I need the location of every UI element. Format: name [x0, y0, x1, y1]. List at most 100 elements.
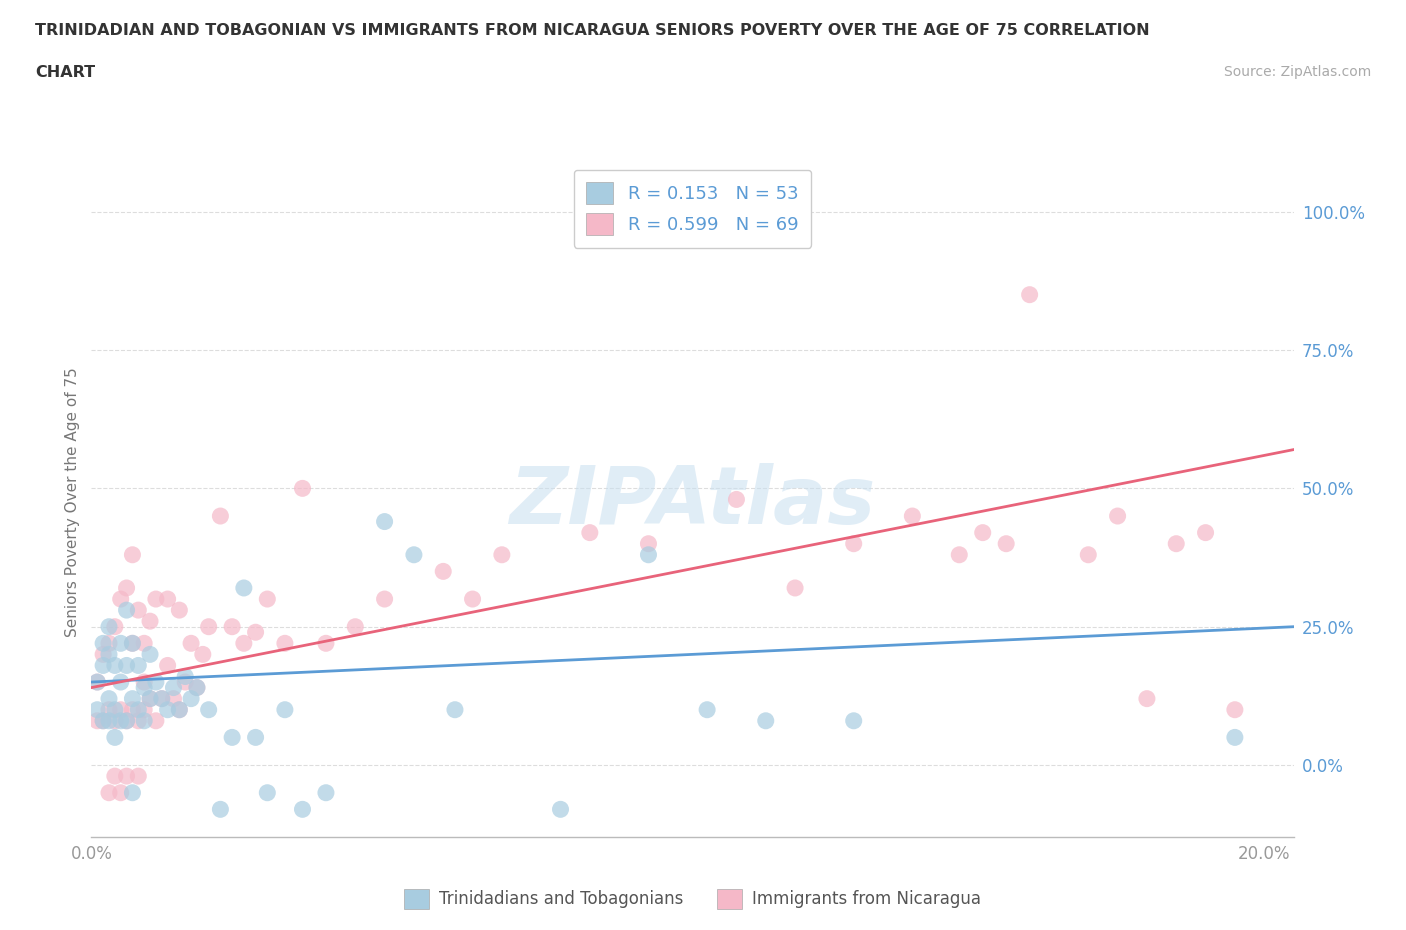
- Point: [121, 636, 143, 651]
- Point: [98, 619, 121, 634]
- Point: [432, 564, 454, 578]
- Point: [842, 713, 865, 728]
- Point: [948, 548, 970, 563]
- Point: [86, 674, 108, 689]
- Point: [274, 702, 297, 717]
- Text: TRINIDADIAN AND TOBAGONIAN VS IMMIGRANTS FROM NICARAGUA SENIORS POVERTY OVER THE: TRINIDADIAN AND TOBAGONIAN VS IMMIGRANTS…: [35, 23, 1150, 38]
- Point: [245, 625, 267, 640]
- Point: [291, 802, 314, 817]
- Point: [374, 591, 396, 606]
- Point: [127, 702, 149, 717]
- Point: [139, 647, 162, 662]
- Point: [842, 537, 865, 551]
- Point: [98, 691, 121, 706]
- Text: Source: ZipAtlas.com: Source: ZipAtlas.com: [1223, 65, 1371, 79]
- Point: [86, 702, 108, 717]
- Point: [145, 674, 167, 689]
- Point: [169, 603, 191, 618]
- Point: [115, 603, 138, 618]
- Point: [232, 580, 254, 595]
- Point: [150, 691, 173, 706]
- Point: [1194, 525, 1216, 540]
- Point: [344, 619, 367, 634]
- Point: [550, 802, 572, 817]
- Point: [169, 702, 191, 717]
- Point: [121, 691, 143, 706]
- Point: [91, 636, 114, 651]
- Point: [156, 591, 179, 606]
- Point: [121, 785, 143, 800]
- Point: [98, 713, 121, 728]
- Point: [1136, 691, 1159, 706]
- Point: [110, 713, 132, 728]
- Legend: Trinidadians and Tobagonians, Immigrants from Nicaragua: Trinidadians and Tobagonians, Immigrants…: [398, 882, 987, 916]
- Point: [127, 603, 149, 618]
- Point: [104, 769, 127, 784]
- Point: [115, 658, 138, 673]
- Point: [221, 619, 243, 634]
- Point: [156, 658, 179, 673]
- Point: [156, 702, 179, 717]
- Point: [274, 636, 297, 651]
- Point: [115, 713, 138, 728]
- Point: [121, 636, 143, 651]
- Point: [315, 785, 337, 800]
- Point: [174, 669, 197, 684]
- Point: [291, 481, 314, 496]
- Point: [209, 509, 232, 524]
- Point: [134, 702, 156, 717]
- Y-axis label: Seniors Poverty Over the Age of 75: Seniors Poverty Over the Age of 75: [65, 367, 80, 637]
- Point: [104, 619, 127, 634]
- Point: [121, 548, 143, 563]
- Point: [461, 591, 484, 606]
- Text: CHART: CHART: [35, 65, 96, 80]
- Point: [134, 680, 156, 695]
- Point: [110, 785, 132, 800]
- Point: [579, 525, 602, 540]
- Point: [104, 730, 127, 745]
- Point: [162, 691, 184, 706]
- Point: [783, 580, 806, 595]
- Point: [104, 702, 127, 717]
- Point: [180, 691, 202, 706]
- Point: [110, 636, 132, 651]
- Point: [91, 647, 114, 662]
- Point: [232, 636, 254, 651]
- Point: [444, 702, 467, 717]
- Point: [98, 702, 121, 717]
- Point: [245, 730, 267, 745]
- Point: [98, 636, 121, 651]
- Point: [1107, 509, 1129, 524]
- Point: [86, 674, 108, 689]
- Point: [121, 702, 143, 717]
- Point: [110, 674, 132, 689]
- Point: [221, 730, 243, 745]
- Point: [150, 691, 173, 706]
- Point: [115, 769, 138, 784]
- Point: [209, 802, 232, 817]
- Point: [186, 680, 208, 695]
- Point: [91, 713, 114, 728]
- Point: [139, 691, 162, 706]
- Point: [169, 702, 191, 717]
- Point: [725, 492, 748, 507]
- Point: [1223, 730, 1246, 745]
- Point: [1018, 287, 1040, 302]
- Point: [104, 713, 127, 728]
- Point: [127, 769, 149, 784]
- Point: [995, 537, 1018, 551]
- Point: [134, 674, 156, 689]
- Point: [186, 680, 208, 695]
- Point: [402, 548, 425, 563]
- Point: [696, 702, 718, 717]
- Point: [98, 647, 121, 662]
- Point: [491, 548, 513, 563]
- Point: [104, 658, 127, 673]
- Point: [139, 691, 162, 706]
- Point: [174, 674, 197, 689]
- Point: [637, 548, 659, 563]
- Point: [110, 702, 132, 717]
- Point: [1166, 537, 1188, 551]
- Point: [755, 713, 778, 728]
- Point: [139, 614, 162, 629]
